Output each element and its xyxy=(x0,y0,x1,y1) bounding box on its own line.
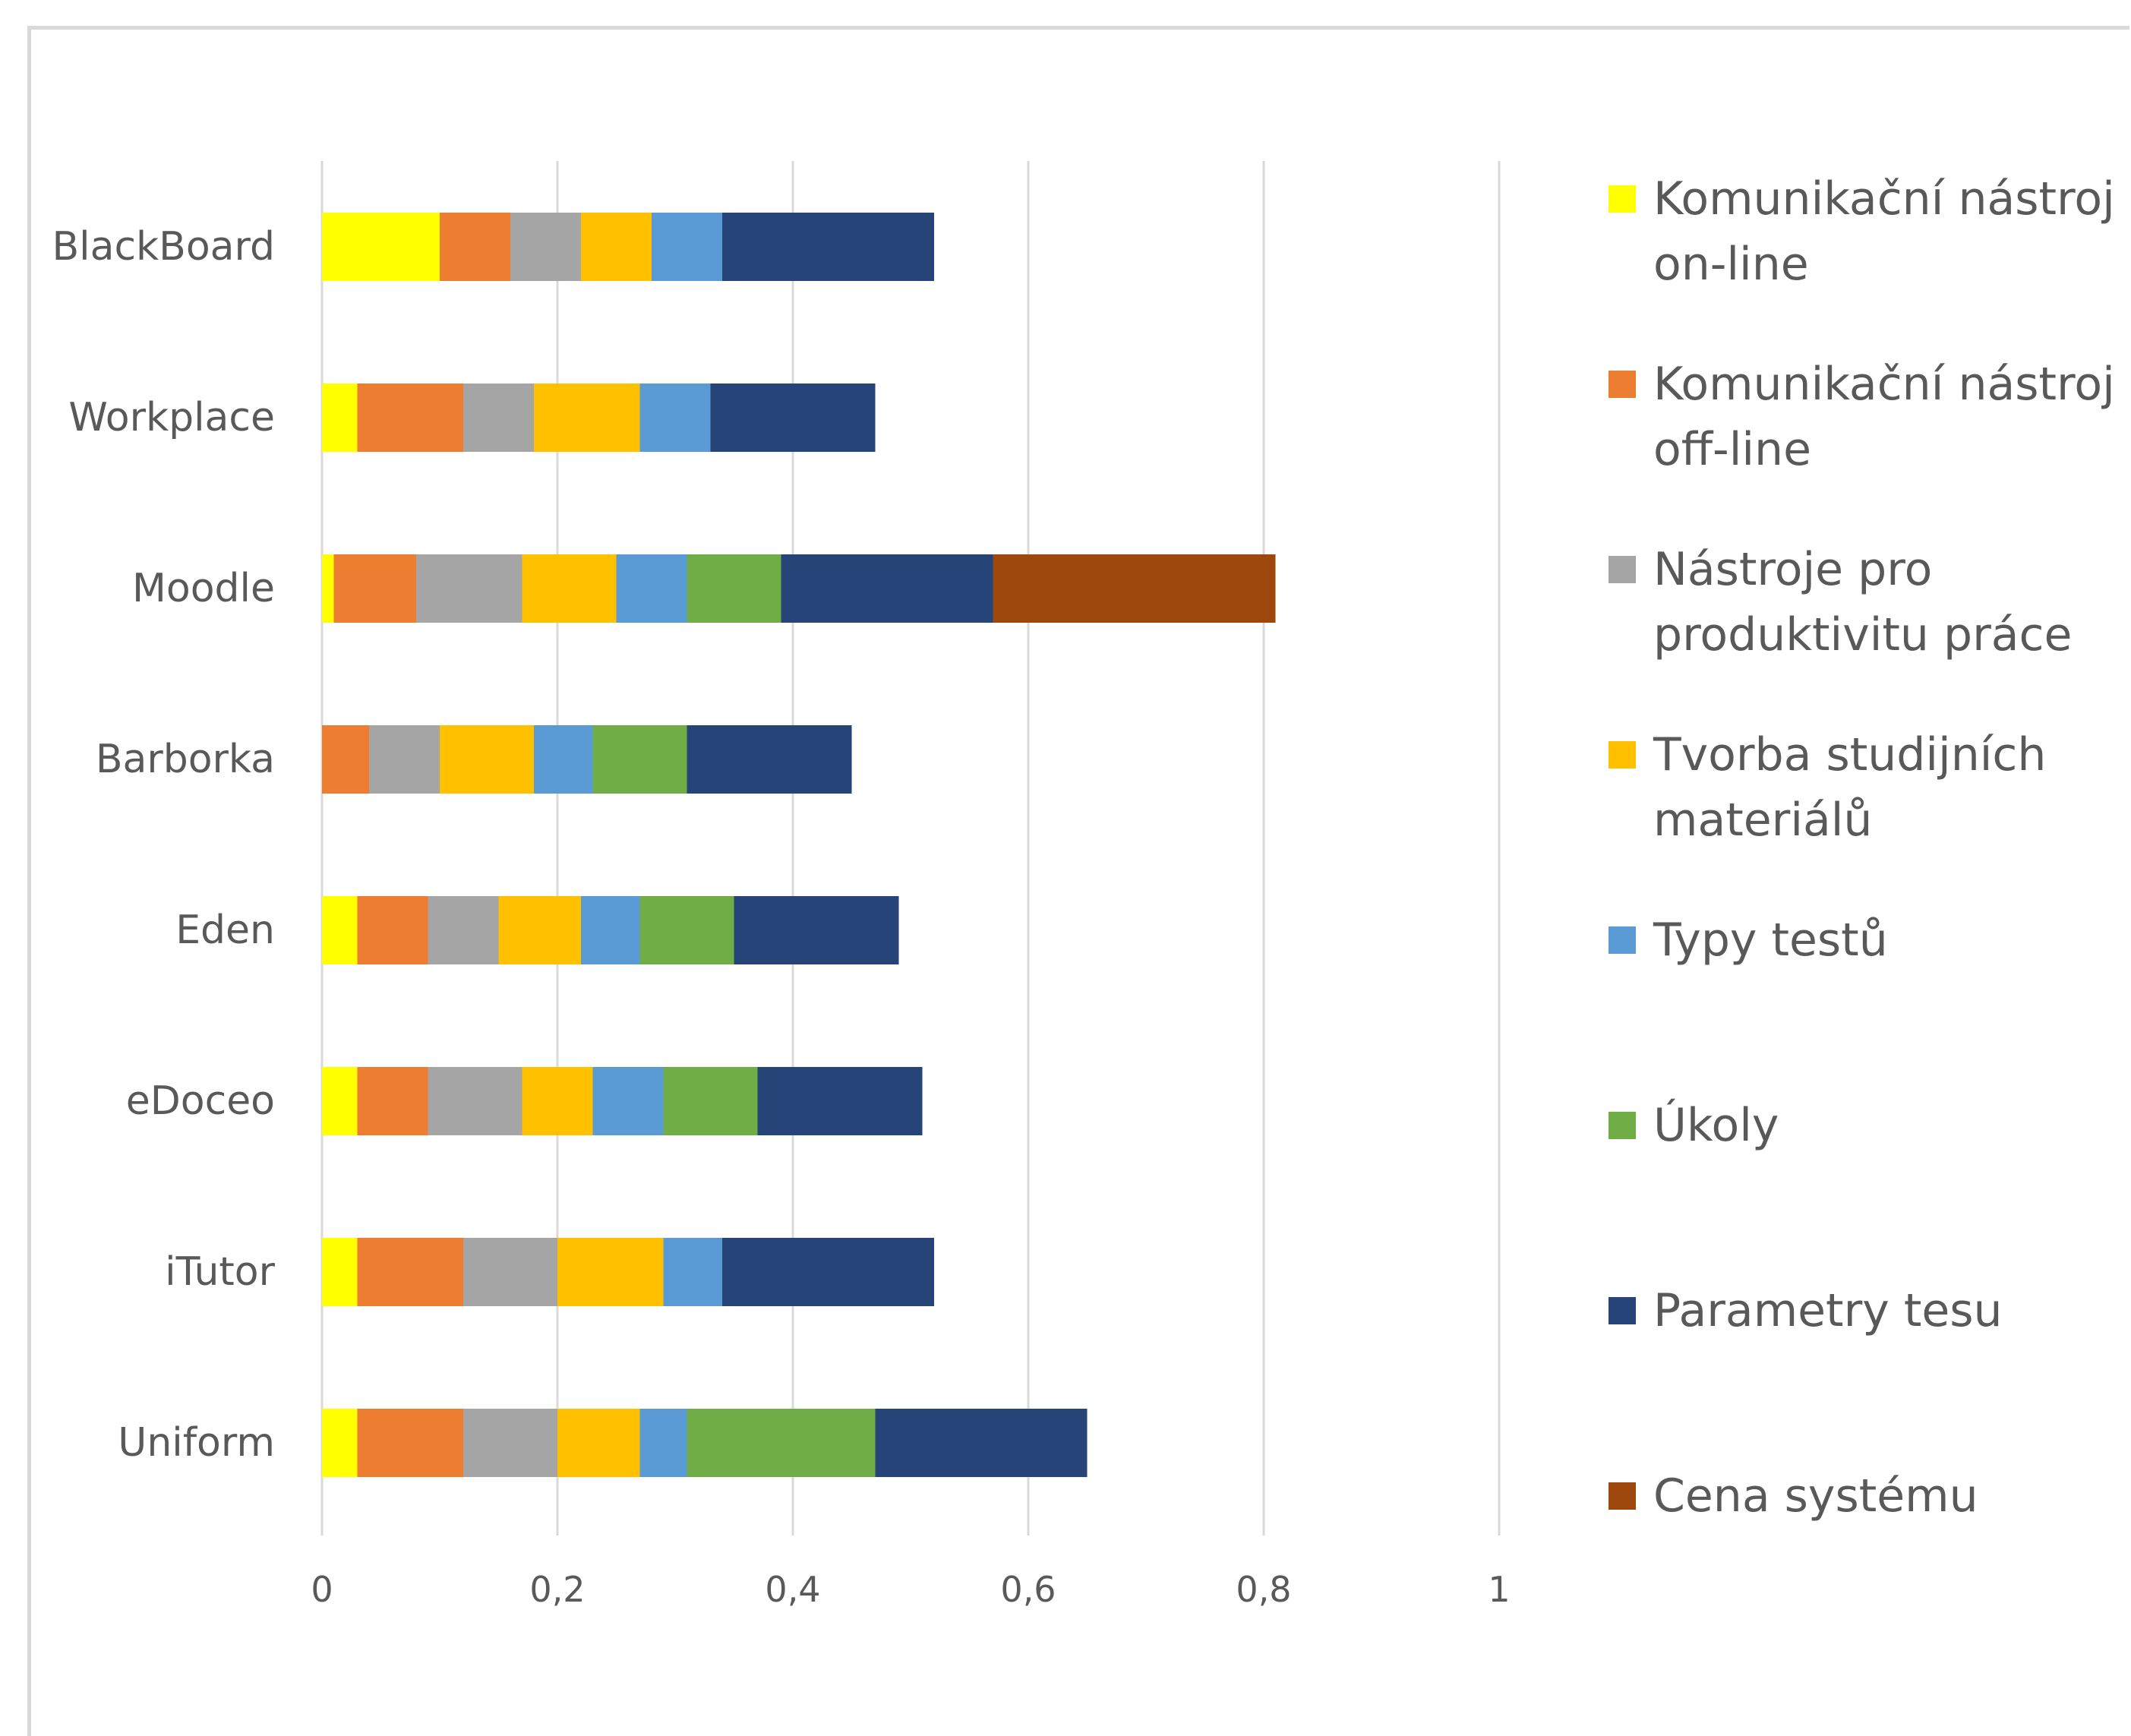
x-axis-ticks: 0 0,2 0,4 0,6 0,8 1 xyxy=(311,1569,1510,1610)
bar-segment xyxy=(428,896,499,964)
bar-segment xyxy=(357,383,463,452)
category-label: Workplace xyxy=(68,395,275,440)
legend-swatch xyxy=(1609,371,1636,398)
bar-segment xyxy=(322,1238,358,1306)
bar-segment xyxy=(592,725,687,794)
legend-label: Komunikační nástroj xyxy=(1653,358,2115,411)
legend-label: Parametry tesu xyxy=(1653,1284,2003,1337)
category-label: Eden xyxy=(175,907,275,953)
category-label: Uniform xyxy=(118,1420,275,1466)
bar-segment xyxy=(663,1238,722,1306)
bar-segment xyxy=(639,896,734,964)
bar-segment xyxy=(498,896,581,964)
x-tick-label: 0,2 xyxy=(529,1569,585,1610)
legend-label: Tvorba studijních xyxy=(1653,728,2046,781)
bar-segment xyxy=(322,213,440,281)
category-label: iTutor xyxy=(165,1249,275,1295)
legend: Komunikační nástroj on-line Komunikační ná… xyxy=(1609,172,2115,1523)
category-label: Barborka xyxy=(96,737,275,782)
bars xyxy=(322,213,1276,1477)
bar-segment xyxy=(687,554,781,623)
bar-segment xyxy=(687,725,852,794)
bar-segment xyxy=(710,383,876,452)
x-tick-label: 0,8 xyxy=(1236,1569,1291,1610)
bar-segment xyxy=(534,383,640,452)
bar-segment xyxy=(557,1409,640,1477)
bar-segment xyxy=(522,1067,593,1135)
bar-segment xyxy=(522,554,617,623)
legend-swatch xyxy=(1609,556,1636,583)
bar-segment xyxy=(463,1238,557,1306)
bar-segment xyxy=(463,1409,557,1477)
bar-segment xyxy=(663,1067,758,1135)
bar-segment xyxy=(581,213,652,281)
legend-swatch xyxy=(1609,1297,1636,1324)
bar-segment xyxy=(616,554,687,623)
bar-segment xyxy=(734,896,899,964)
x-tick-label: 0,4 xyxy=(765,1569,820,1610)
bar-segment xyxy=(357,1409,463,1477)
bar-segment xyxy=(428,1067,522,1135)
legend-label: Komunikační nástroj xyxy=(1653,172,2115,226)
bar-segment xyxy=(369,725,440,794)
legend-label: produktivitu práce xyxy=(1653,608,2072,661)
bar-segment xyxy=(357,1238,463,1306)
bar-segment xyxy=(652,213,722,281)
bar-segment xyxy=(557,1238,664,1306)
bar-segment xyxy=(322,554,334,623)
bar-segment xyxy=(722,1238,934,1306)
bar-segment xyxy=(322,1067,358,1135)
bar-segment xyxy=(757,1067,923,1135)
bar-segment xyxy=(322,725,369,794)
bar-segment xyxy=(416,554,522,623)
legend-swatch xyxy=(1609,741,1636,769)
legend-label: on-line xyxy=(1653,238,1809,291)
bar-segment xyxy=(592,1067,664,1135)
legend-swatch xyxy=(1609,1112,1636,1139)
bar-segment xyxy=(440,725,534,794)
legend-label: off-line xyxy=(1653,423,1811,476)
category-label: Moodle xyxy=(132,566,275,611)
x-tick-label: 0 xyxy=(311,1569,333,1610)
category-label: eDoceo xyxy=(126,1078,275,1124)
bar-segment xyxy=(322,383,358,452)
bar-segment xyxy=(322,896,358,964)
gridlines xyxy=(320,161,1501,1536)
bar-segment xyxy=(357,1067,428,1135)
bar-segment xyxy=(875,1409,1088,1477)
bar-segment xyxy=(534,725,593,794)
bar-segment xyxy=(581,896,640,964)
bar-segment xyxy=(639,1409,687,1477)
bar-segment xyxy=(687,1409,876,1477)
category-labels: BlackBoard Workplace Moodle Barborka Eden eDo… xyxy=(52,224,275,1466)
bar-segment xyxy=(639,383,711,452)
x-tick-label: 0,6 xyxy=(1000,1569,1056,1610)
legend-label: Cena systému xyxy=(1653,1469,1978,1523)
bar-segment xyxy=(722,213,934,281)
legend-label: materiálů xyxy=(1653,794,1872,847)
category-label: BlackBoard xyxy=(52,224,275,270)
legend-swatch xyxy=(1609,1482,1636,1510)
bar-segment xyxy=(463,383,534,452)
bar-segment xyxy=(333,554,416,623)
bar-segment xyxy=(440,213,510,281)
x-tick-label: 1 xyxy=(1488,1569,1510,1610)
bar-segment xyxy=(781,554,993,623)
legend-label: Úkoly xyxy=(1653,1098,1779,1152)
bar-segment xyxy=(510,213,581,281)
legend-swatch xyxy=(1609,926,1636,954)
bar-segment xyxy=(357,896,428,964)
bar-segment xyxy=(993,554,1276,623)
legend-label: Nástroje pro xyxy=(1653,543,1932,596)
bar-segment xyxy=(322,1409,358,1477)
legend-label: Typy testů xyxy=(1653,914,1888,967)
legend-swatch xyxy=(1609,185,1636,213)
